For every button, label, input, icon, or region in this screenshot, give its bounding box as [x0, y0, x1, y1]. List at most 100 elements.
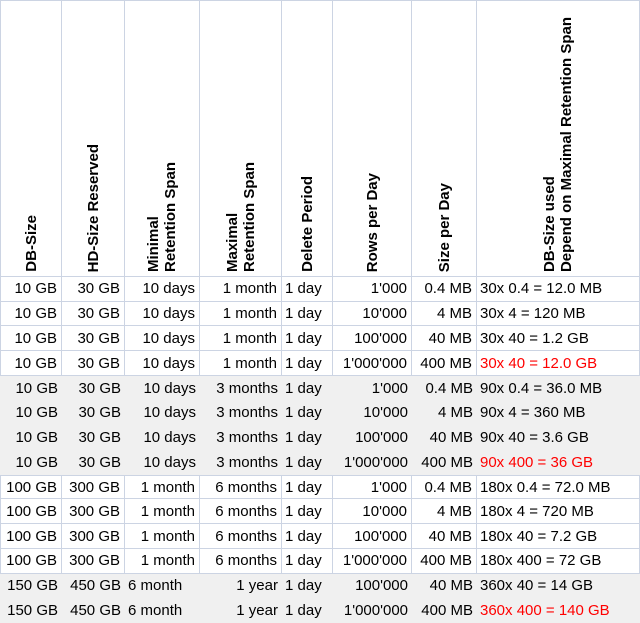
cell-r10-c5[interactable]: 1 day [282, 499, 333, 525]
cell-r7-c6[interactable]: 100'000 [355, 429, 408, 447]
cell-r5-c8[interactable]: 90x 0.4 = 36.0 MB [480, 379, 603, 397]
cell-r1-c5[interactable]: 1 day [282, 277, 333, 302]
cell-r12-c3[interactable]: 1 month [125, 548, 200, 574]
cell-r13-c3[interactable]: 6 month [128, 577, 183, 595]
cell-r8-c4[interactable]: 3 months [216, 453, 278, 471]
cell-r4-c2[interactable]: 30 GB [62, 351, 125, 376]
cell-r3-c7[interactable]: 40 MB [412, 326, 477, 352]
cell-r6-c4[interactable]: 3 months [216, 404, 278, 422]
cell-r2-c4[interactable]: 1 month [200, 301, 282, 327]
cell-r12-c2[interactable]: 300 GB [62, 548, 125, 574]
cell-r4-c1[interactable]: 10 GB [0, 351, 62, 376]
cell-r6-c7[interactable]: 4 MB [437, 404, 473, 422]
cell-r2-c7[interactable]: 4 MB [412, 301, 477, 327]
cell-r5-c1[interactable]: 10 GB [15, 379, 58, 397]
cell-r3-c5[interactable]: 1 day [282, 326, 333, 352]
cell-r9-c6[interactable]: 1'000 [333, 474, 412, 500]
cell-r12-c6[interactable]: 1'000'000 [333, 548, 412, 574]
cell-r13-c7[interactable]: 40 MB [429, 577, 473, 595]
cell-r9-c2[interactable]: 300 GB [62, 474, 125, 500]
column-header-cell[interactable]: Rows per Day [333, 0, 412, 277]
cell-r14-c4[interactable]: 1 year [236, 602, 278, 620]
cell-r1-c4[interactable]: 1 month [200, 277, 282, 302]
cell-r13-c5[interactable]: 1 day [285, 577, 322, 595]
cell-r6-c2[interactable]: 30 GB [78, 404, 121, 422]
cell-r8-c3[interactable]: 10 days [143, 453, 196, 471]
cell-r6-c5[interactable]: 1 day [285, 404, 322, 422]
cell-r13-c2[interactable]: 450 GB [70, 577, 121, 595]
cell-r7-c3[interactable]: 10 days [143, 429, 196, 447]
cell-r2-c1[interactable]: 10 GB [0, 301, 62, 327]
cell-r3-c3[interactable]: 10 days [125, 326, 200, 352]
cell-r5-c6[interactable]: 1'000 [371, 379, 408, 397]
cell-r7-c2[interactable]: 30 GB [78, 429, 121, 447]
cell-r2-c2[interactable]: 30 GB [62, 301, 125, 327]
column-header-cell[interactable]: HD-Size Reserved [62, 0, 125, 277]
cell-r11-c2[interactable]: 300 GB [62, 524, 125, 549]
cell-r14-c1[interactable]: 150 GB [7, 602, 58, 620]
cell-r7-c4[interactable]: 3 months [216, 429, 278, 447]
cell-r2-c3[interactable]: 10 days [125, 301, 200, 327]
cell-r3-c2[interactable]: 30 GB [62, 326, 125, 352]
cell-r11-c1[interactable]: 100 GB [0, 524, 62, 549]
cell-r11-c5[interactable]: 1 day [282, 524, 333, 549]
column-header-cell[interactable]: Delete Period [282, 0, 333, 277]
cell-r11-c3[interactable]: 1 month [125, 524, 200, 549]
cell-r14-c5[interactable]: 1 day [285, 602, 322, 620]
cell-r8-c2[interactable]: 30 GB [78, 453, 121, 471]
cell-r9-c1[interactable]: 100 GB [0, 474, 62, 500]
cell-r11-c4[interactable]: 6 months [200, 524, 282, 549]
cell-r12-c5[interactable]: 1 day [282, 548, 333, 574]
cell-r6-c1[interactable]: 10 GB [15, 404, 58, 422]
cell-r8-c1[interactable]: 10 GB [15, 453, 58, 471]
cell-r9-c4[interactable]: 6 months [200, 474, 282, 500]
cell-r10-c4[interactable]: 6 months [200, 499, 282, 525]
cell-r2-c5[interactable]: 1 day [282, 301, 333, 327]
cell-r2-c8[interactable]: 30x 4 = 120 MB [477, 301, 640, 327]
column-header-cell[interactable]: Minimal Retention Span [125, 0, 200, 277]
cell-r5-c4[interactable]: 3 months [216, 379, 278, 397]
cell-r9-c5[interactable]: 1 day [282, 474, 333, 500]
cell-r4-c3[interactable]: 10 days [125, 351, 200, 376]
cell-r12-c1[interactable]: 100 GB [0, 548, 62, 574]
cell-r2-c6[interactable]: 10'000 [333, 301, 412, 327]
cell-r10-c8[interactable]: 180x 4 = 720 MB [477, 499, 640, 525]
cell-r4-c6[interactable]: 1'000'000 [333, 351, 412, 376]
cell-r4-c7[interactable]: 400 MB [412, 351, 477, 376]
cell-r3-c4[interactable]: 1 month [200, 326, 282, 352]
cell-r3-c8[interactable]: 30x 40 = 1.2 GB [477, 326, 640, 352]
cell-r8-c5[interactable]: 1 day [285, 453, 322, 471]
column-header-cell[interactable]: Size per Day [412, 0, 477, 277]
cell-r11-c8[interactable]: 180x 40 = 7.2 GB [477, 524, 640, 549]
cell-r10-c2[interactable]: 300 GB [62, 499, 125, 525]
cell-r13-c1[interactable]: 150 GB [7, 577, 58, 595]
cell-r6-c3[interactable]: 10 days [143, 404, 196, 422]
cell-r10-c3[interactable]: 1 month [125, 499, 200, 525]
cell-r8-c8[interactable]: 90x 400 = 36 GB [480, 453, 593, 471]
cell-r1-c8[interactable]: 30x 0.4 = 12.0 MB [477, 277, 640, 302]
cell-r1-c2[interactable]: 30 GB [62, 277, 125, 302]
cell-r3-c1[interactable]: 10 GB [0, 326, 62, 352]
cell-r12-c8[interactable]: 180x 400 = 72 GB [477, 548, 640, 574]
cell-r5-c2[interactable]: 30 GB [78, 379, 121, 397]
cell-r13-c6[interactable]: 100'000 [355, 577, 408, 595]
cell-r5-c3[interactable]: 10 days [143, 379, 196, 397]
cell-r10-c6[interactable]: 10'000 [333, 499, 412, 525]
cell-r7-c5[interactable]: 1 day [285, 429, 322, 447]
cell-r13-c4[interactable]: 1 year [236, 577, 278, 595]
cell-r1-c1[interactable]: 10 GB [0, 277, 62, 302]
cell-r12-c7[interactable]: 400 MB [412, 548, 477, 574]
cell-r14-c3[interactable]: 6 month [128, 602, 183, 620]
cell-r13-c8[interactable]: 360x 40 = 14 GB [480, 577, 593, 595]
cell-r4-c8[interactable]: 30x 40 = 12.0 GB [477, 351, 640, 376]
cell-r12-c4[interactable]: 6 months [200, 548, 282, 574]
cell-r1-c6[interactable]: 1'000 [333, 277, 412, 302]
cell-r14-c2[interactable]: 450 GB [70, 602, 121, 620]
cell-r11-c6[interactable]: 100'000 [333, 524, 412, 549]
cell-r14-c6[interactable]: 1'000'000 [343, 602, 408, 620]
cell-r1-c7[interactable]: 0.4 MB [412, 277, 477, 302]
cell-r14-c7[interactable]: 400 MB [421, 602, 473, 620]
cell-r4-c5[interactable]: 1 day [282, 351, 333, 376]
cell-r10-c1[interactable]: 100 GB [0, 499, 62, 525]
cell-r9-c7[interactable]: 0.4 MB [412, 474, 477, 500]
